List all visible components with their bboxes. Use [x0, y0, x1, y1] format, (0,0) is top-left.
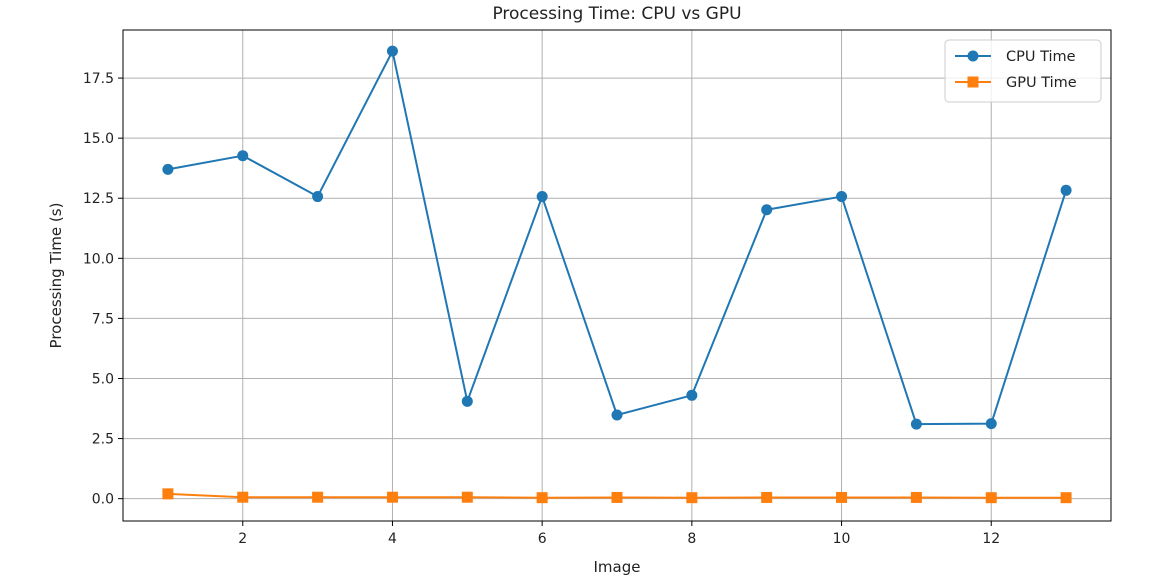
cpu-time-point: [461, 395, 473, 407]
y-tick-label: 7.5: [92, 311, 114, 327]
legend: CPU Time GPU Time: [944, 39, 1102, 103]
cpu-time-point: [836, 191, 848, 203]
gpu-time-point: [761, 491, 773, 503]
gpu-time-point: [910, 491, 922, 503]
gpu-time-point: [312, 491, 324, 503]
cpu-time-point: [985, 418, 997, 430]
cpu-time-point: [1060, 184, 1072, 196]
gpu-time-point: [836, 491, 848, 503]
x-tick-label: 4: [388, 531, 397, 547]
legend-swatch-marker: [967, 50, 979, 62]
x-tick-label: 8: [687, 531, 696, 547]
legend-items: CPU Time GPU Time: [955, 49, 1077, 91]
cpu-time-point: [611, 409, 623, 421]
plot-area-frame: [122, 29, 1112, 522]
x-axis-title: Image: [594, 558, 641, 576]
gpu-time-point: [162, 488, 174, 500]
cpu-time-point: [910, 418, 922, 430]
x-tick-label: 12: [982, 531, 1000, 547]
gpu-time-point: [1060, 492, 1072, 504]
y-tick-label: 5.0: [92, 371, 114, 387]
gpu-time-point: [985, 492, 997, 504]
gpu-time-point: [536, 492, 548, 504]
gpu-time-point: [686, 492, 698, 504]
gpu-time-point: [611, 491, 623, 503]
cpu-time-point: [686, 389, 698, 401]
gpu-time-point: [461, 491, 473, 503]
cpu-time-point: [386, 45, 398, 57]
chart-title: Processing Time: CPU vs GPU: [492, 4, 741, 24]
x-tick-label: 2: [238, 531, 247, 547]
x-tick-label: 6: [538, 531, 547, 547]
legend-label: GPU Time: [1006, 75, 1077, 91]
cpu-time-series-line: [166, 50, 1068, 426]
y-tick-label: 12.5: [83, 191, 114, 207]
series-layer: [162, 45, 1072, 504]
x-tick-label: 10: [833, 531, 851, 547]
y-tick-label: 10.0: [83, 251, 114, 267]
axis-ticks: 2 4 6 8 10 12 0.0 2.5 5.0 7.5 10.0 12.5 15.0 17.5: [83, 71, 1000, 547]
gpu-time-point: [237, 491, 249, 503]
y-axis-title: Processing Time (s): [47, 203, 65, 349]
y-tick-label: 15.0: [83, 131, 114, 147]
cpu-time-point: [536, 191, 548, 203]
y-tick-label: 2.5: [92, 432, 114, 448]
y-tick-label: 0.0: [92, 492, 114, 508]
gpu-time-point: [386, 491, 398, 503]
cpu-time-point: [237, 150, 249, 162]
cpu-time-point: [312, 191, 324, 203]
grid: [123, 30, 1111, 521]
legend-swatch-marker: [967, 76, 979, 88]
cpu-time-point: [761, 204, 773, 216]
legend-label: CPU Time: [1006, 49, 1076, 65]
y-tick-label: 17.5: [83, 71, 114, 87]
cpu-time-point: [162, 163, 174, 175]
